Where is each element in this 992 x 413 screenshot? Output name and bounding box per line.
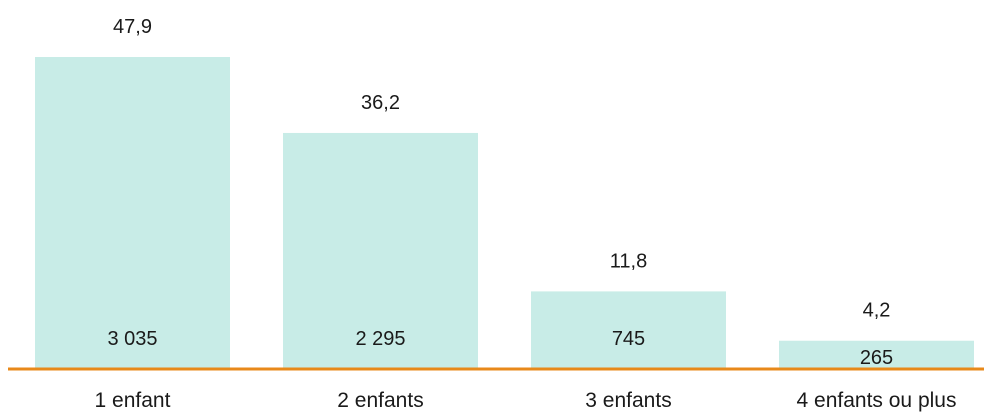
bar-2	[283, 132, 478, 368]
category-label-1: 1 enfant	[95, 389, 171, 412]
category-labels-group: 1 enfant 2 enfants 3 enfants 4 enfants ou p…	[95, 389, 957, 412]
percent-label-3: 11,8	[610, 250, 647, 272]
count-labels-group: 3 035 2 295 745 265	[107, 328, 893, 369]
count-label-1: 3 035	[107, 328, 157, 350]
count-label-4: 265	[860, 347, 893, 369]
bar-4	[779, 340, 974, 368]
count-label-2: 2 295	[355, 328, 405, 350]
category-label-3: 3 enfants	[585, 389, 671, 412]
percent-label-4: 4,2	[863, 300, 891, 322]
bar-1	[35, 57, 230, 368]
bar-3	[531, 291, 726, 368]
category-label-4: 4 enfants ou plus	[797, 389, 957, 412]
percent-label-1: 47,9	[113, 16, 152, 38]
category-label-2: 2 enfants	[337, 389, 423, 412]
count-label-3: 745	[612, 328, 645, 350]
bars-group	[35, 57, 974, 368]
percent-label-2: 36,2	[361, 92, 400, 114]
percent-labels-group: 47,9 36,2 11,8 4,2	[113, 16, 890, 322]
